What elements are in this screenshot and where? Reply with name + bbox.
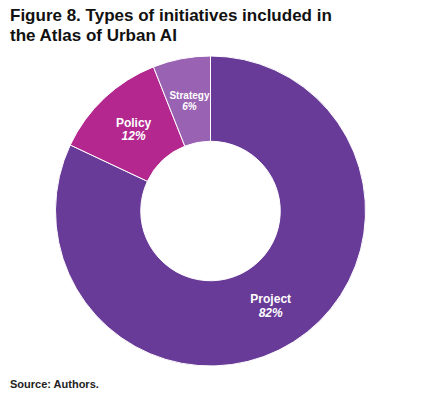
svg-text:Policy12%: Policy12% — [116, 116, 152, 143]
svg-text:Strategy6%: Strategy6% — [169, 90, 209, 112]
html-text:Source: Authors.: Source: Authors. — [10, 378, 99, 390]
html-text:Figure 8. Types of initiatives: Figure 8. Types of initiatives included … — [10, 6, 332, 45]
svg-text:Project82%: Project82% — [250, 292, 291, 319]
